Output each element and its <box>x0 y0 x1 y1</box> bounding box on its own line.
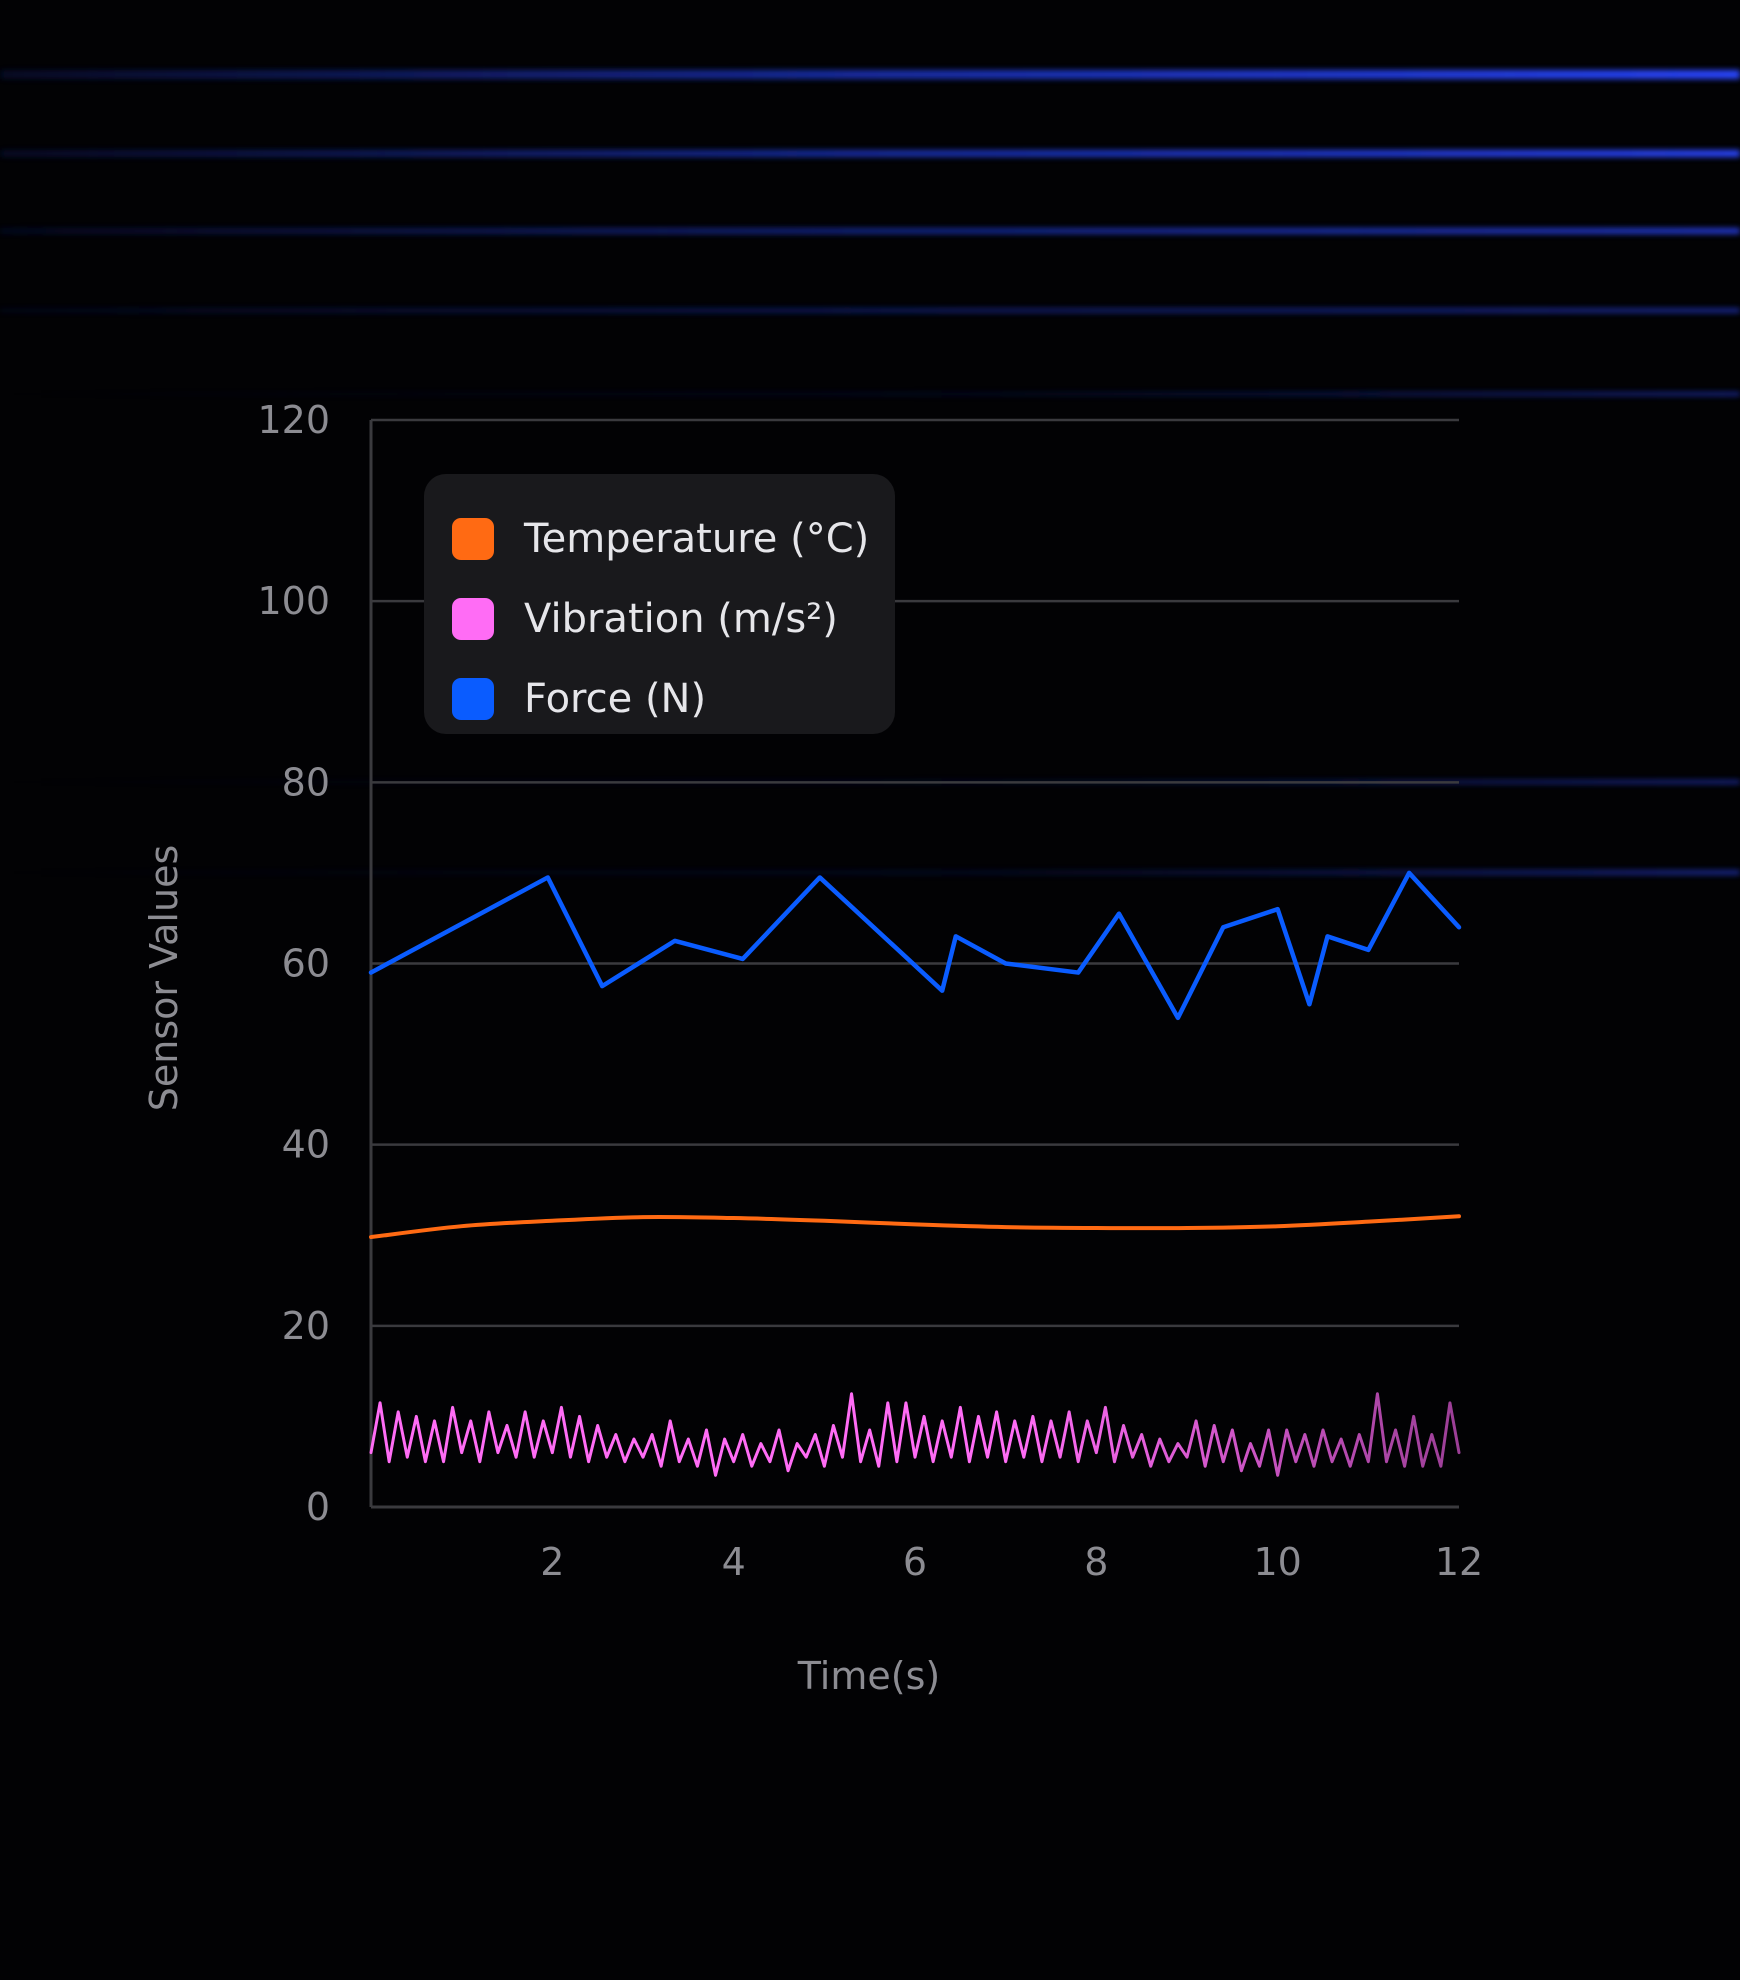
x-tick-label: 6 <box>903 1540 927 1584</box>
legend-label-vibration: Vibration (m/s²) <box>524 596 838 642</box>
x-tick-label: 12 <box>1435 1540 1483 1584</box>
force-line <box>368 870 1462 1021</box>
legend-label-force: Force (N) <box>524 676 707 722</box>
glow-streak <box>0 150 1740 157</box>
y-tick-label: 60 <box>282 942 330 986</box>
legend-item-force[interactable]: Force (N) <box>424 659 895 739</box>
y-tick-labels: 0 20 40 60 80 100 120 <box>257 398 330 1529</box>
temperature-line <box>369 1214 1461 1240</box>
y-tick-label: 0 <box>306 1485 330 1529</box>
x-tick-labels: 2 4 6 8 10 12 <box>540 1540 1483 1584</box>
axes <box>369 420 1459 1509</box>
glow-streak <box>0 392 1740 396</box>
x-tick-label: 2 <box>540 1540 564 1584</box>
legend-label-temperature: Temperature (°C) <box>524 516 870 562</box>
x-axis-title: Time(s) <box>797 1654 940 1698</box>
x-tick-label: 4 <box>722 1540 746 1584</box>
glow-streak <box>0 308 1740 313</box>
y-tick-label: 120 <box>257 398 330 442</box>
y-tick-label: 20 <box>282 1304 330 1348</box>
glow-streak <box>0 70 1740 79</box>
legend-swatch-force <box>452 678 494 720</box>
y-tick-label: 80 <box>282 760 330 804</box>
legend-swatch-temperature <box>452 518 494 560</box>
series-lines <box>368 870 1462 1477</box>
legend-item-temperature[interactable]: Temperature (°C) <box>424 499 895 579</box>
vibration-line <box>369 1392 1461 1477</box>
y-tick-label: 100 <box>257 579 330 623</box>
x-tick-label: 10 <box>1253 1540 1301 1584</box>
legend-swatch-vibration <box>452 598 494 640</box>
chart-legend: Temperature (°C) Vibration (m/s²) Force … <box>424 474 895 734</box>
glow-streak <box>0 870 1740 875</box>
y-axis-title: Sensor Values <box>142 845 186 1111</box>
background-glow-lines <box>0 70 1740 875</box>
y-tick-label: 40 <box>282 1123 330 1167</box>
legend-item-vibration[interactable]: Vibration (m/s²) <box>424 579 895 659</box>
x-tick-label: 8 <box>1084 1540 1108 1584</box>
glow-streak <box>0 228 1740 234</box>
